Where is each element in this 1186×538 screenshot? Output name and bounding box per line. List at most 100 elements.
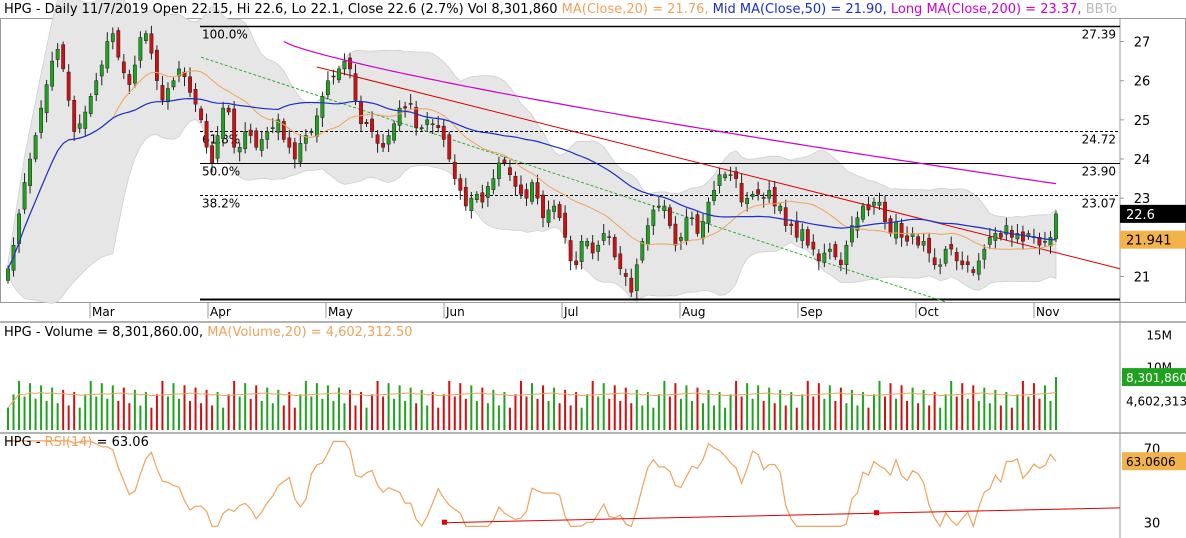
volume-bar [690, 400, 693, 430]
candle-body [1015, 233, 1020, 240]
volume-bar [1049, 400, 1052, 430]
candle-body [425, 119, 430, 125]
volume-bar [387, 383, 390, 430]
volume-bar [271, 403, 274, 430]
volume-bar [536, 398, 539, 430]
candle-body [1021, 231, 1025, 242]
candle-body [1037, 237, 1042, 246]
volume-bar [856, 405, 859, 430]
candle-body [982, 248, 987, 260]
volume-bar [724, 407, 727, 430]
candle-body [94, 80, 99, 96]
candle-body [430, 123, 435, 126]
volume-bar [144, 392, 147, 430]
volume-bar [277, 389, 280, 430]
candle-body [232, 108, 237, 148]
candle-body [381, 143, 385, 148]
volume-bar [784, 405, 787, 430]
fib-value-500: 23.90 [1082, 165, 1116, 179]
candle-body [623, 273, 628, 277]
volume-bar [464, 398, 467, 430]
volume-bar [917, 403, 920, 430]
candle-body [579, 241, 584, 262]
candle-body [927, 237, 932, 254]
volume-bar [194, 387, 197, 430]
volume-bar [420, 389, 423, 430]
candle-body [971, 269, 976, 273]
volume-bar [757, 385, 760, 430]
volume-bar [7, 407, 9, 430]
candle-body [22, 182, 27, 210]
candle-body [497, 162, 501, 179]
volume-bar [630, 403, 633, 430]
candle-body [585, 241, 590, 247]
volume-bar [928, 405, 931, 430]
candle-body [767, 190, 772, 199]
volume-bar [497, 405, 500, 430]
volume-bar [437, 407, 440, 430]
candle-body [723, 174, 727, 179]
candle-body [717, 174, 722, 186]
candle-body [778, 205, 783, 211]
candle-body [783, 207, 788, 226]
candle-body [105, 41, 110, 69]
x-label-Sep: Sep [800, 305, 823, 319]
candle-body [375, 134, 380, 144]
volume-bar [1016, 394, 1019, 430]
volume-bar [348, 389, 351, 430]
volume-bar [310, 396, 313, 430]
candle-body [50, 60, 55, 87]
candle-body [530, 182, 534, 202]
volume-bar [790, 392, 793, 430]
candle-body [629, 277, 634, 293]
candle-body [143, 33, 148, 41]
volume-bar [817, 383, 820, 430]
volume-bar [332, 400, 335, 430]
volume-bar [222, 407, 225, 430]
volume-bar [553, 387, 556, 430]
volume-bar [514, 394, 517, 430]
volume-bar [100, 383, 103, 430]
volume-bar [166, 396, 169, 430]
volume-bar [906, 400, 909, 430]
volume-bar [177, 398, 180, 430]
x-label-Mar: Mar [92, 305, 115, 319]
volume-bar [475, 400, 478, 430]
volume-bar [183, 385, 186, 430]
volume-bar [977, 400, 980, 430]
candle-body [618, 253, 623, 269]
volume-bar [128, 403, 131, 430]
volume-ma-legend: MA(Volume,20) = 4,602,312.50 [207, 325, 413, 340]
volume-bar [398, 385, 401, 430]
candle-body [519, 184, 523, 195]
price-tick-24: 24 [1134, 153, 1151, 168]
volume-bar [646, 392, 649, 430]
volume-bar [415, 403, 418, 430]
candle-body [695, 214, 700, 234]
candle-body [998, 233, 1003, 238]
volume-bar [404, 400, 407, 430]
volume-bar [955, 396, 958, 430]
candle-body [469, 197, 474, 211]
volume-bar [56, 403, 59, 430]
candle-body [463, 186, 468, 207]
candle-body [160, 85, 165, 101]
volume-bar [922, 389, 925, 430]
volume-bar [768, 387, 771, 430]
volume-bar [746, 383, 749, 430]
price-panel-header: HPG - Daily 11/7/2019 Open 22.15, Hi 22.… [4, 2, 1117, 17]
volume-bar [293, 407, 296, 430]
volume-bar [371, 394, 374, 430]
candle-body [761, 197, 766, 199]
candle-body [883, 201, 887, 222]
last-price-tag-bg [1120, 204, 1186, 223]
candle-body [342, 60, 347, 70]
candle-body [287, 137, 292, 148]
candle-body [568, 240, 573, 262]
volume-bar [718, 392, 721, 430]
volume-bar [393, 398, 396, 430]
volume-bar [211, 405, 214, 430]
volume-bar [29, 383, 32, 430]
